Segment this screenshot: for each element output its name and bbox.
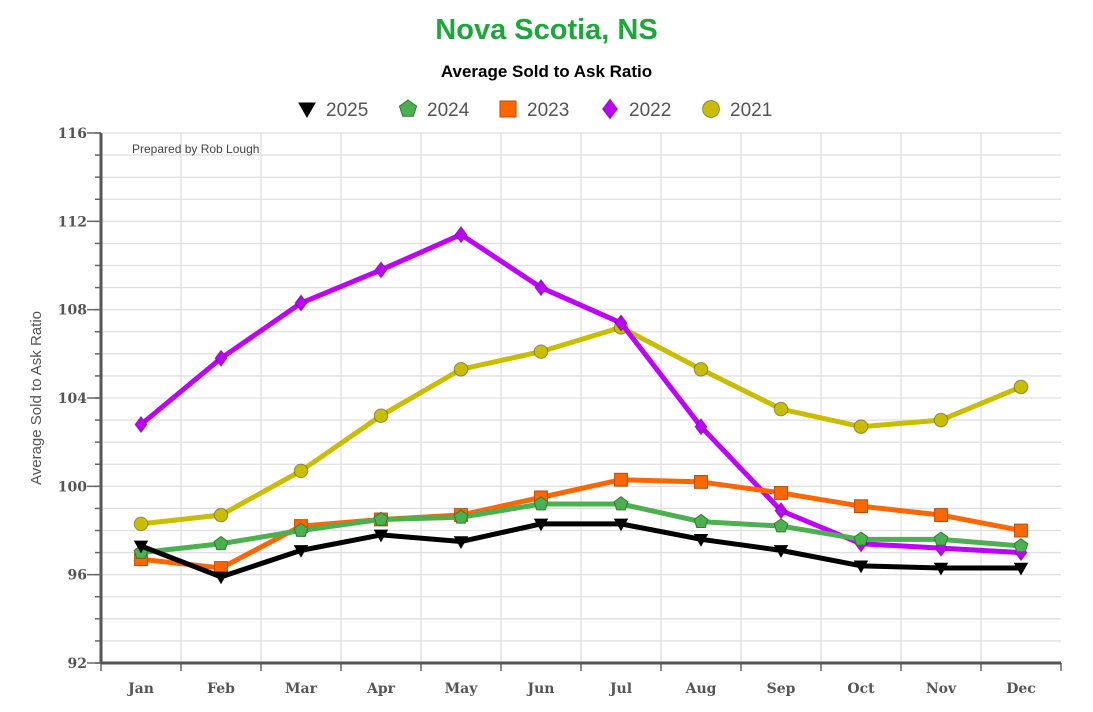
legend-item-2024[interactable]: 2024 [398,99,470,121]
legend-label: 2022 [629,100,671,121]
chart-subtitle: Average Sold to Ask Ratio [440,62,653,81]
y-tick-label: 100 [58,479,87,495]
x-tick-label: Aug [685,681,717,697]
data-point [453,509,469,524]
legend-label: 2021 [730,100,772,121]
series-2022 [134,225,1028,562]
x-tick-label: Jan [126,681,154,697]
x-tick-label: Nov [926,681,957,697]
data-point [774,486,788,500]
data-point [453,361,469,377]
data-point [533,518,549,532]
data-point [293,522,309,537]
y-tick-label: 116 [58,126,87,142]
x-tick-label: Dec [1006,681,1036,697]
legend-item-2025[interactable]: 2025 [298,100,368,121]
data-point [614,472,628,487]
data-point [213,571,229,585]
data-point [454,225,468,244]
data-point [694,417,708,436]
y-tick-label: 108 [58,303,87,319]
x-tick-label: Jun [526,681,555,697]
series-line-2025 [140,521,1021,580]
data-point [933,531,949,546]
data-point [534,278,548,297]
data-point [933,562,949,576]
data-point [293,463,309,479]
legend-marker-diamond-icon [601,98,619,120]
data-point [853,531,869,546]
legend-label: 2024 [427,100,470,121]
data-point [773,401,789,417]
data-point [773,518,789,533]
data-point [373,511,389,526]
data-point [1013,562,1029,576]
data-point [133,516,149,532]
data-point [1014,523,1028,538]
data-point [374,261,388,279]
x-tick-label: Oct [847,681,875,697]
data-point [533,344,549,359]
legend-label: 2023 [527,100,569,121]
series-line-2021 [140,324,1022,527]
data-point [773,545,789,558]
data-point [214,349,228,368]
data-point [933,412,949,428]
legend-item-2023[interactable]: 2023 [499,100,569,121]
series-line-2022 [139,232,1022,556]
y-axis-label: Average Sold to Ask Ratio [28,311,45,485]
data-point [853,419,869,435]
data-point [613,518,629,532]
x-tick-label: Mar [285,681,318,697]
x-tick-label: Jul [608,681,632,697]
legend-marker-square-icon [499,100,517,118]
data-point [213,535,229,551]
data-point [614,314,628,332]
data-point [373,529,389,543]
data-point [693,534,709,547]
data-point [373,408,389,423]
data-point [533,496,549,511]
x-tick-label: Sep [767,681,796,697]
legend-label: 2025 [326,100,368,121]
legend-marker-pentagon-icon [398,99,418,117]
x-tick-label: May [445,681,479,697]
annotation: Prepared by Rob Lough [132,142,259,156]
data-point [453,536,469,549]
data-point [1013,379,1029,395]
data-point [294,294,308,312]
x-tick-label: Apr [366,681,396,697]
chart-title: Nova Scotia, NS [435,14,658,46]
y-tick-label: 104 [58,391,87,407]
legend-item-2021[interactable]: 2021 [702,100,773,121]
series-2025 [133,518,1029,585]
data-point [134,415,148,434]
y-tick-label: 92 [68,656,87,672]
data-point [293,545,309,558]
data-point [1013,538,1029,553]
legend-marker-circle-icon [702,100,720,118]
data-point [934,508,948,522]
y-tick-label: 112 [58,214,87,230]
data-point [693,361,709,377]
data-point [853,560,869,574]
x-tick-label: Feb [207,681,235,697]
data-point [133,540,149,554]
y-tick-label: 96 [68,568,87,584]
data-point [854,499,868,514]
series-2021 [133,320,1029,532]
data-point [213,507,229,523]
legend-item-2022[interactable]: 2022 [601,98,672,121]
legend-marker-triangle-down-icon [298,102,316,119]
data-point [693,513,709,528]
series-line-2024 [140,501,1022,556]
data-point [694,475,708,489]
data-point [613,496,629,511]
